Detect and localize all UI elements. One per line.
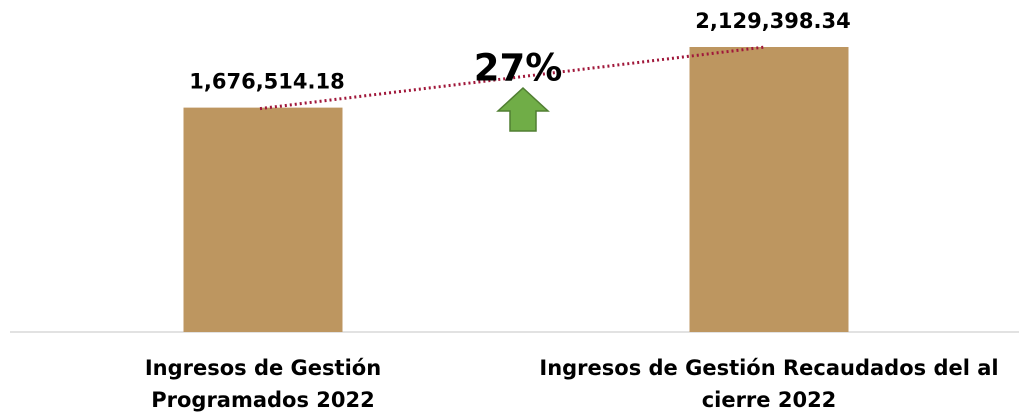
value-label: 2,129,398.34 bbox=[695, 9, 850, 33]
category-label: Ingresos de Gestión Programados 2022 bbox=[144, 356, 382, 412]
value-label: 1,676,514.18 bbox=[189, 70, 344, 94]
category-label: Ingresos de Gestión Recaudados del al ci… bbox=[539, 356, 999, 412]
bar bbox=[183, 107, 343, 333]
annotation: 27% bbox=[474, 47, 563, 90]
up-arrow bbox=[496, 86, 550, 132]
bar bbox=[689, 47, 849, 332]
